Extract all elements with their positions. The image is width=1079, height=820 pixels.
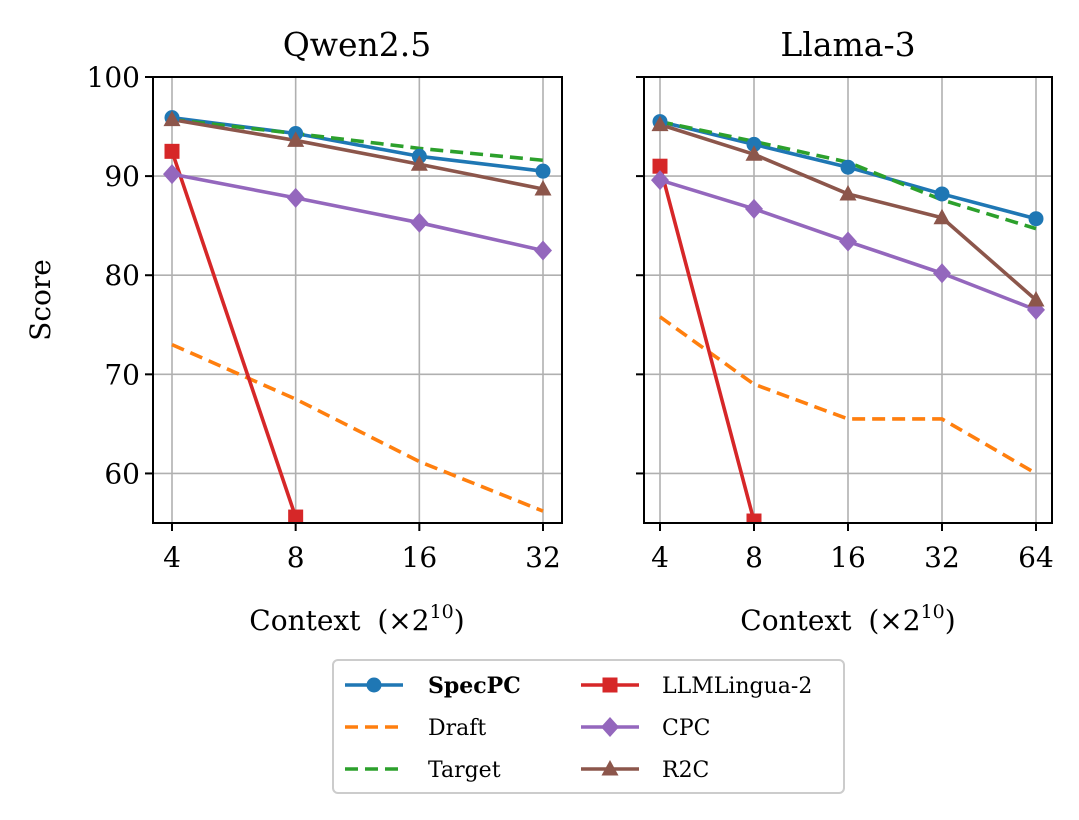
- point-qwen-r2c-16: [410, 155, 428, 171]
- x-axis-label-qwen: Context (×210): [249, 601, 464, 637]
- x-tick-label-qwen-16: 16: [402, 541, 438, 574]
- panel-title-qwen: Qwen2.5: [283, 25, 432, 64]
- y-tick-label-qwen-100: 100: [87, 61, 140, 94]
- point-llama-specpc-16: [840, 159, 856, 175]
- legend-label-specpc: SpecPC: [428, 673, 521, 699]
- point-qwen-cpc-4: [163, 164, 181, 185]
- series-line-qwen-r2c: [171, 117, 544, 191]
- point-qwen-cpc-8: [286, 187, 305, 208]
- series-group-llama: [651, 114, 1045, 523]
- x-axis-label-qwen-math: (×2: [377, 604, 429, 637]
- point-llama-cpc-8: [745, 198, 763, 219]
- x-tick-label-qwen-32: 32: [525, 541, 561, 574]
- plot-panel-qwen: 4 8 16 32 100 90 80 70 60: [87, 61, 563, 574]
- x-tick-label-qwen-4: 4: [163, 541, 181, 574]
- point-qwen-r2c-32: [534, 179, 552, 196]
- plot-panel-llama: 4 8 16 32 64: [636, 76, 1054, 574]
- x-tick-label-llama-32: 32: [924, 541, 960, 574]
- x-axis-label-qwen-prefix: Context: [249, 604, 361, 637]
- point-qwen-r2c-4: [163, 110, 181, 127]
- legend-entry-draft: Draft: [345, 716, 486, 741]
- point-llama-r2c-16: [839, 184, 857, 201]
- legend-entry-specpc: SpecPC: [345, 673, 521, 699]
- series-line-qwen-target: [171, 117, 544, 163]
- point-llama-r2c-32: [933, 208, 951, 225]
- point-llama-r2c-4: [651, 115, 669, 132]
- point-llama-llmlingua-2-8: [746, 513, 762, 523]
- legend-label-draft: Draft: [428, 716, 486, 741]
- legend-label-target: Target: [428, 758, 501, 783]
- legend-marker-llmlingua-2: [602, 677, 618, 693]
- point-qwen-llmlingua-2-8: [288, 509, 304, 523]
- x-tick-label-qwen-8: 8: [287, 541, 305, 574]
- point-llama-specpc-8: [746, 136, 762, 152]
- panel-title-llama: Llama-3: [780, 25, 915, 64]
- point-llama-cpc-16: [839, 231, 857, 252]
- series-line-qwen-specpc: [171, 115, 544, 173]
- point-llama-cpc-32: [933, 263, 951, 284]
- legend-label-cpc: CPC: [662, 716, 710, 741]
- x-axis-label-llama: Context (×210): [740, 601, 955, 637]
- x-axis-label-qwen-exp: 10: [430, 601, 454, 623]
- point-llama-cpc-4: [651, 170, 669, 191]
- point-qwen-r2c-8: [287, 131, 305, 147]
- y-tick-label-qwen-80: 80: [104, 259, 140, 292]
- series-line-qwen-cpc: [171, 172, 544, 253]
- point-llama-llmlingua-2-4: [652, 158, 668, 174]
- y-tick-label-qwen-90: 90: [104, 160, 140, 193]
- legend-marker-cpc: [601, 717, 619, 737]
- series-lines-qwen: [170, 115, 544, 518]
- x-axis-label-qwen-close: ): [454, 604, 465, 637]
- legend-entry-target: Target: [345, 758, 501, 783]
- y-tick-label-qwen-70: 70: [104, 358, 140, 391]
- x-tick-label-llama-16: 16: [830, 541, 866, 574]
- point-qwen-cpc-32: [534, 240, 552, 261]
- point-llama-specpc-64: [1028, 211, 1044, 227]
- series-group-qwen: [163, 110, 552, 523]
- x-axis-label-llama-close: ): [945, 604, 956, 637]
- x-tick-label-llama-8: 8: [745, 541, 763, 574]
- legend-label-r2c: R2C: [662, 758, 709, 783]
- x-tick-label-llama-64: 64: [1018, 541, 1054, 574]
- series-line-qwen-draft: [171, 342, 544, 513]
- series-line-llama-llmlingua-2: [658, 165, 756, 522]
- point-qwen-specpc-32: [535, 163, 551, 179]
- point-qwen-llmlingua-2-4: [164, 143, 180, 159]
- y-tick-label-qwen-60: 60: [104, 457, 140, 490]
- legend-entry-llmlingua-2: LLMLingua-2: [581, 674, 812, 699]
- legend-entry-cpc: CPC: [581, 716, 710, 741]
- series-markers-llama: [651, 114, 1045, 523]
- x-axis-label-llama-prefix: Context: [740, 604, 852, 637]
- series-line-llama-draft: [658, 315, 1037, 476]
- point-llama-r2c-64: [1027, 291, 1045, 307]
- legend-marker-specpc: [366, 677, 382, 693]
- y-axis-label: Score: [24, 259, 57, 341]
- axes-frame-qwen: [152, 76, 563, 524]
- x-tick-label-llama-4: 4: [651, 541, 669, 574]
- legend-marker-r2c: [601, 760, 619, 776]
- point-llama-specpc-32: [934, 186, 950, 202]
- x-axis-label-llama-math: (×2: [868, 604, 920, 637]
- legend-entry-r2c: R2C: [581, 758, 709, 783]
- point-qwen-cpc-16: [410, 212, 429, 233]
- point-llama-r2c-8: [745, 145, 763, 161]
- legend: SpecPC Draft Target LLMLingua-2 CPC R2C: [332, 659, 845, 794]
- legend-label-llmlingua-2: LLMLingua-2: [662, 674, 812, 699]
- series-line-qwen-llmlingua-2: [170, 150, 298, 518]
- series-markers-qwen: [163, 110, 552, 523]
- x-axis-label-llama-exp: 10: [921, 601, 945, 623]
